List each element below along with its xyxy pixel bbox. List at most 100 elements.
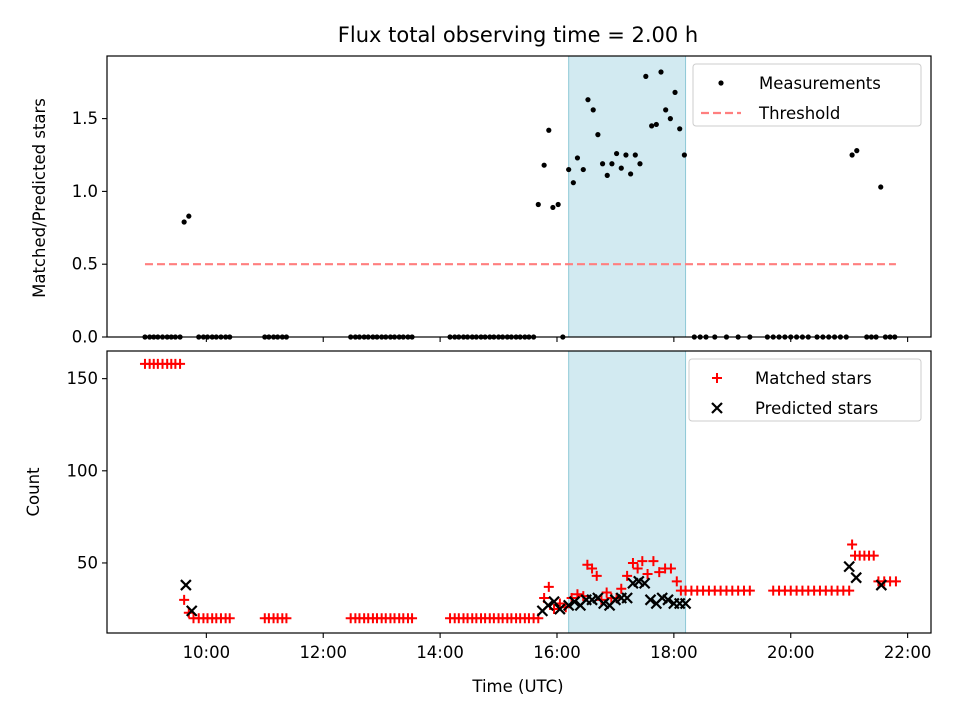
predicted-star-point — [850, 571, 862, 584]
measurement-point — [637, 161, 643, 167]
matched-star-point — [847, 539, 858, 550]
measurement-point — [580, 166, 586, 173]
measurement-point — [849, 152, 855, 158]
legend-marker-predicted — [711, 402, 723, 414]
measurement-point — [585, 97, 591, 103]
matched-star-point — [543, 581, 554, 592]
measurement-point — [595, 132, 601, 138]
predicted-star-point — [662, 594, 674, 606]
x-tick-label: 16:00 — [533, 643, 581, 662]
measurement-point — [613, 150, 620, 157]
matched-star-point — [179, 594, 190, 605]
matched-star-point — [616, 583, 627, 594]
matched-star-point — [407, 613, 418, 624]
y-tick-label: 0.0 — [72, 328, 98, 347]
bottom-y-axis-label: Count — [24, 467, 43, 517]
measurement-point — [643, 73, 649, 79]
matched-star-point — [744, 585, 755, 596]
x-tick-label: 10:00 — [183, 643, 231, 662]
measurement-point — [604, 172, 610, 178]
legend-marker-measurements — [718, 80, 724, 86]
measurement-point — [672, 89, 678, 95]
predicted-star-point — [621, 592, 633, 604]
measurement-point — [535, 201, 541, 208]
measurement-point — [599, 161, 606, 167]
matched-star-point — [587, 563, 598, 574]
matched-star-point — [648, 556, 659, 567]
bottom-panel: Count Time (UTC) 50 100 150 10:00 12:00 14:00… — [24, 350, 932, 696]
measurement-point — [667, 116, 673, 122]
matched-star-point — [281, 613, 292, 624]
legend-box — [692, 63, 922, 127]
x-tick-label: 18:00 — [650, 643, 698, 662]
measurement-point — [623, 152, 629, 158]
predicted-star-point — [843, 560, 855, 573]
measurement-point — [677, 126, 683, 132]
y-tick-label: 100 — [67, 461, 99, 480]
measurement-point — [878, 184, 884, 190]
measurement-point — [663, 107, 669, 113]
matched-star-point — [601, 587, 612, 598]
measurement-point — [632, 152, 638, 158]
measurement-point — [618, 165, 624, 171]
matched-star-point — [637, 556, 648, 567]
measurement-point — [566, 166, 572, 173]
top-panel: Matched/Predicted stars 0.0 0.5 1.0 1.5 Meas… — [30, 55, 932, 347]
measurement-point — [854, 148, 860, 154]
matched-star-point — [844, 585, 855, 596]
y-tick-label: 150 — [67, 369, 99, 388]
predicted-star-point — [554, 603, 566, 615]
x-tick-label: 12:00 — [299, 643, 347, 662]
y-tick-label: 50 — [77, 553, 98, 572]
measurement-point — [570, 180, 576, 186]
matched-star-point — [671, 576, 682, 587]
legend: Measurements Threshold — [692, 63, 922, 127]
highlight-span — [568, 350, 687, 634]
measurement-point — [546, 127, 552, 133]
measurement-point — [609, 161, 615, 167]
predicted-star-point — [180, 579, 192, 591]
measurement-point — [628, 171, 634, 177]
top-y-axis-label: Matched/Predicted stars — [30, 98, 49, 298]
predicted-star-point — [638, 577, 651, 590]
series-predicted-stars — [180, 560, 888, 617]
legend-marker-matched — [712, 373, 722, 383]
highlight-span — [568, 55, 687, 338]
measurement-point — [653, 121, 659, 128]
matched-star-point — [622, 570, 633, 581]
matched-star-point — [591, 570, 602, 581]
measurement-point — [649, 123, 655, 129]
matched-star-point — [224, 613, 235, 624]
y-tick-label: 1.5 — [72, 109, 98, 128]
axes-frame — [106, 350, 932, 634]
predicted-star-point — [679, 597, 692, 610]
matched-star-point — [632, 563, 643, 574]
legend: Matched stars Predicted stars — [688, 358, 922, 422]
x-tick-label: 20:00 — [767, 643, 815, 662]
predicted-star-point — [875, 579, 888, 591]
measurement-point — [590, 107, 596, 113]
x-tick-label: 14:00 — [416, 643, 464, 662]
matched-star-point — [665, 563, 676, 574]
predicted-star-point — [568, 595, 581, 608]
legend-label: Predicted stars — [755, 399, 878, 418]
matched-star-point — [868, 550, 879, 561]
y-tick-label: 1.0 — [72, 182, 98, 201]
measurement-point — [658, 69, 664, 75]
measurement-point — [186, 213, 192, 219]
legend-label: Threshold — [758, 104, 840, 123]
axes-frame — [106, 55, 932, 338]
legend-label: Matched stars — [755, 369, 872, 388]
matched-star-point — [890, 576, 901, 587]
measurement-point — [681, 152, 687, 158]
predicted-star-point — [542, 599, 554, 612]
measurement-point — [555, 201, 561, 208]
measurement-point — [181, 219, 187, 225]
measurement-point — [574, 155, 581, 161]
predicted-star-point — [562, 599, 575, 612]
x-tick-label: 22:00 — [884, 643, 932, 662]
legend-box — [688, 358, 922, 422]
matched-star-point — [642, 569, 653, 580]
predicted-star-point — [644, 594, 657, 606]
